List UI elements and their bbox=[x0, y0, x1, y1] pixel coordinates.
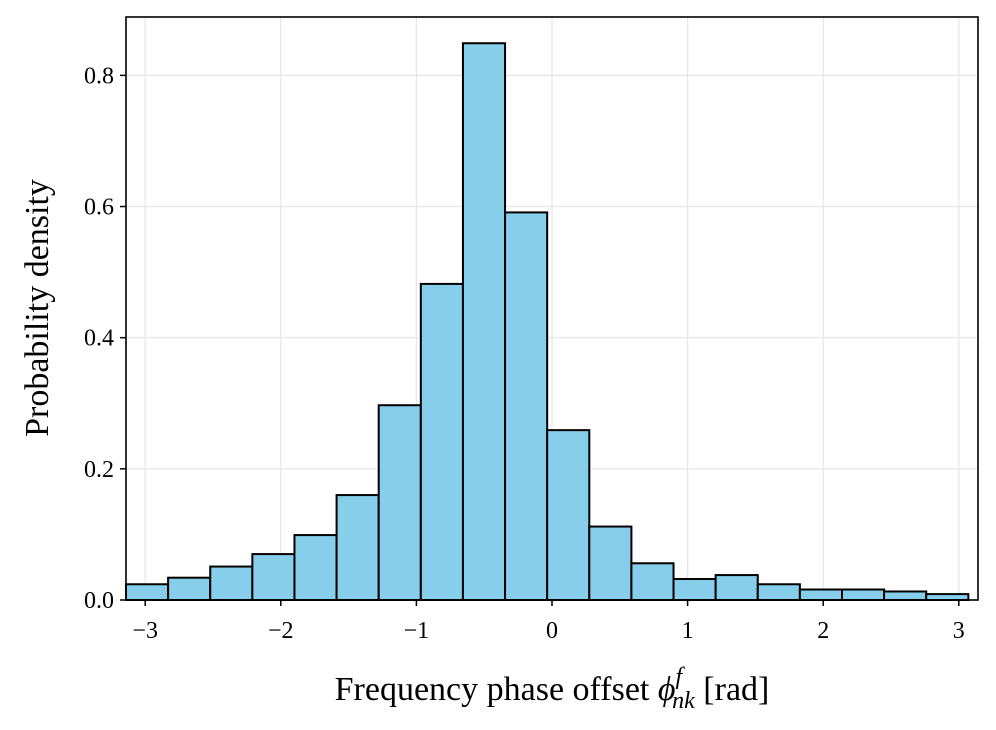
x-tick-label: 1 bbox=[682, 618, 694, 644]
y-tick-label: 0.2 bbox=[84, 457, 114, 483]
histogram-bar bbox=[293, 534, 338, 601]
histogram-bar bbox=[419, 282, 464, 601]
histogram-bar bbox=[925, 593, 970, 601]
histogram-bar bbox=[588, 525, 633, 602]
y-axis-ticks: 0.0 0.2 0.4 0.6 0.8 bbox=[84, 63, 126, 614]
histogram-bar bbox=[335, 494, 380, 602]
y-tick-label: 0.4 bbox=[84, 326, 114, 352]
histogram-bar bbox=[798, 588, 843, 602]
x-axis-label-superscript: f bbox=[675, 664, 685, 690]
histogram-bar bbox=[377, 404, 422, 601]
x-axis-label-symbol: ϕ bbox=[658, 671, 676, 708]
histogram-bar bbox=[672, 578, 717, 602]
y-axis-label: Probability density bbox=[19, 179, 56, 437]
x-axis-label-prefix: Frequency phase offset bbox=[335, 671, 658, 708]
x-axis-ticks: −3 −2 −1 0 1 2 3 bbox=[132, 600, 965, 644]
histogram-bar bbox=[167, 576, 212, 602]
y-tick-label: 0.0 bbox=[84, 588, 114, 614]
x-tick-label: 2 bbox=[817, 618, 829, 644]
y-tick-label: 0.6 bbox=[84, 195, 114, 221]
histogram-bar bbox=[209, 565, 254, 602]
histogram-bar bbox=[546, 429, 591, 601]
x-axis-label: Frequency phase offset ϕf nk [rad] bbox=[335, 664, 770, 714]
histogram-bar bbox=[504, 211, 549, 601]
x-tick-label: −3 bbox=[132, 618, 158, 644]
histogram-bar bbox=[883, 590, 928, 601]
x-axis-label-subscript: nk bbox=[672, 688, 695, 714]
x-tick-label: 3 bbox=[953, 618, 965, 644]
histogram-bar bbox=[125, 583, 170, 602]
histogram-bars bbox=[125, 42, 970, 602]
histogram-bar bbox=[251, 553, 296, 601]
x-tick-label: 0 bbox=[546, 618, 558, 644]
y-tick-label: 0.8 bbox=[84, 63, 114, 89]
histogram-bar bbox=[630, 562, 675, 601]
histogram-bar bbox=[840, 588, 886, 602]
histogram-bar bbox=[461, 42, 507, 601]
x-axis-label-suffix: [rad] bbox=[695, 671, 770, 708]
histogram-bar bbox=[756, 583, 801, 602]
x-tick-label: −1 bbox=[404, 618, 430, 644]
histogram-bar bbox=[714, 574, 759, 602]
x-tick-label: −2 bbox=[268, 618, 294, 644]
